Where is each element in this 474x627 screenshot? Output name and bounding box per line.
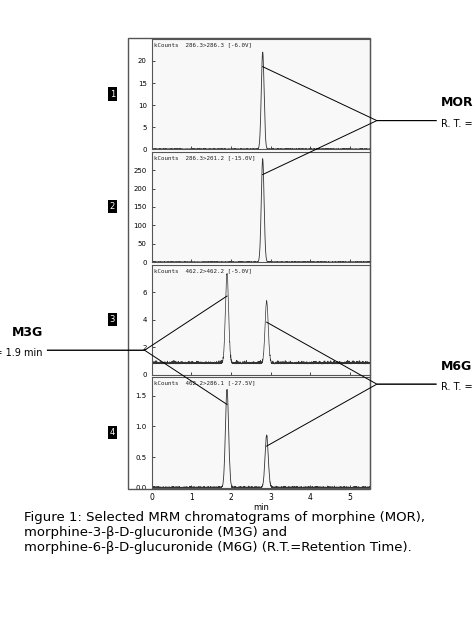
Text: M6G: M6G xyxy=(441,360,472,373)
Text: R. T. = 2.8 min: R. T. = 2.8 min xyxy=(441,119,474,129)
Text: kCounts  462.2>286.1 [-27.5V]: kCounts 462.2>286.1 [-27.5V] xyxy=(154,381,255,386)
Text: 1: 1 xyxy=(110,90,115,98)
Text: 4: 4 xyxy=(110,428,115,437)
Text: 3: 3 xyxy=(110,315,115,324)
Text: R. T. = 2.9 min: R. T. = 2.9 min xyxy=(441,382,474,393)
Text: Figure 1: Selected MRM chromatograms of morphine (MOR), morphine-3-β-D-glucuroni: Figure 1: Selected MRM chromatograms of … xyxy=(24,511,425,554)
Text: 2: 2 xyxy=(110,203,115,211)
Text: kCounts  286.3>286.3 [-6.0V]: kCounts 286.3>286.3 [-6.0V] xyxy=(154,42,252,47)
Text: kCounts  462.2>462.2 [-5.0V]: kCounts 462.2>462.2 [-5.0V] xyxy=(154,268,252,273)
Text: MOR: MOR xyxy=(441,97,474,109)
X-axis label: min: min xyxy=(253,503,269,512)
Text: M3G: M3G xyxy=(11,326,43,339)
Text: kCounts  286.3>201.2 [-15.0V]: kCounts 286.3>201.2 [-15.0V] xyxy=(154,155,255,160)
Text: R.T. = 1.9 min: R.T. = 1.9 min xyxy=(0,349,43,359)
